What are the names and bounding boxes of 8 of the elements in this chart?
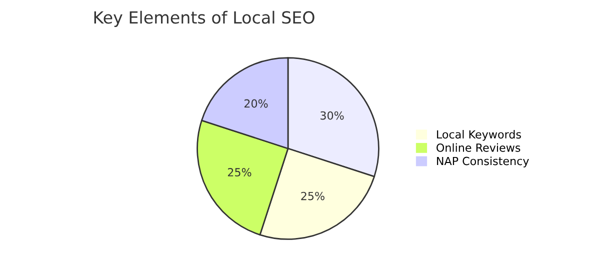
data-label: 30% [320,111,344,120]
legend-label: NAP Consistency [437,156,529,168]
legend-label: Online Reviews [436,143,520,152]
legend-label: Local Keywords [437,130,521,141]
data-label: 25% [228,168,252,176]
data-label: 20% [244,99,268,108]
data-label: 25% [301,192,324,200]
chart-title: Key Elements of Local SEO [94,10,314,27]
